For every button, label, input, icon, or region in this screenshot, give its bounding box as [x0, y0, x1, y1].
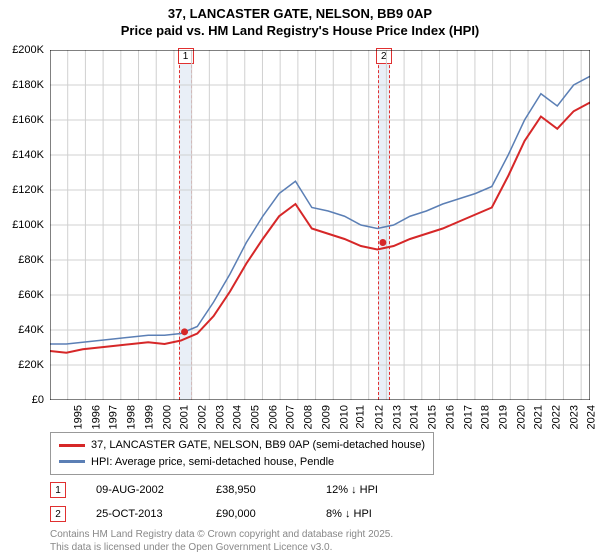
- x-tick-label: 2012: [373, 405, 385, 429]
- y-tick-label: £80K: [18, 254, 44, 266]
- x-tick-label: 2020: [515, 405, 527, 429]
- series-price_paid: [50, 103, 590, 353]
- legend-swatch-2: [59, 460, 85, 463]
- x-tick-label: 1996: [90, 405, 102, 429]
- sale-point: [379, 239, 386, 246]
- sale-delta-1: 12% ↓ HPI: [326, 484, 378, 496]
- y-tick-label: £20K: [18, 359, 44, 371]
- sale-marker-2: 2: [50, 506, 66, 522]
- x-tick-label: 2019: [497, 405, 509, 429]
- footer: Contains HM Land Registry data © Crown c…: [50, 528, 393, 554]
- footer-line1: Contains HM Land Registry data © Crown c…: [50, 529, 393, 540]
- x-tick-label: 2017: [462, 405, 474, 429]
- x-tick-label: 2018: [480, 405, 492, 429]
- x-tick-label: 2010: [338, 405, 350, 429]
- y-tick-label: £140K: [12, 149, 44, 161]
- y-tick-label: £200K: [12, 44, 44, 56]
- sale-delta-2: 8% ↓ HPI: [326, 508, 372, 520]
- x-tick-label: 2004: [232, 405, 244, 429]
- x-tick-label: 2011: [355, 405, 367, 429]
- y-tick-label: £60K: [18, 289, 44, 301]
- x-tick-label: 2024: [586, 405, 598, 429]
- x-tick-label: 2006: [267, 405, 279, 429]
- footer-line2: This data is licensed under the Open Gov…: [50, 542, 332, 553]
- legend-swatch-1: [59, 444, 85, 447]
- line-chart: [50, 50, 590, 400]
- y-tick-label: £0: [32, 394, 44, 406]
- x-tick-label: 1995: [72, 405, 84, 429]
- series-hpi: [50, 76, 590, 344]
- chart-area: £0£20K£40K£60K£80K£100K£120K£140K£160K£1…: [50, 50, 590, 400]
- x-tick-label: 2001: [179, 405, 191, 429]
- x-tick-label: 2002: [196, 405, 208, 429]
- x-tick-label: 2013: [391, 405, 403, 429]
- x-tick-label: 2003: [214, 405, 226, 429]
- legend-label-2: HPI: Average price, semi-detached house,…: [91, 454, 334, 471]
- sale-marker-1: 1: [50, 482, 66, 498]
- x-tick-label: 2022: [551, 405, 563, 429]
- x-tick-label: 2009: [320, 405, 332, 429]
- x-tick-label: 2015: [427, 405, 439, 429]
- y-tick-label: £160K: [12, 114, 44, 126]
- title-line2: Price paid vs. HM Land Registry's House …: [121, 23, 480, 38]
- sale-point: [181, 328, 188, 335]
- x-tick-label: 2008: [303, 405, 315, 429]
- title-line1: 37, LANCASTER GATE, NELSON, BB9 0AP: [168, 6, 432, 21]
- x-tick-label: 2005: [250, 405, 262, 429]
- sale-date-2: 25-OCT-2013: [96, 508, 186, 520]
- legend-label-1: 37, LANCASTER GATE, NELSON, BB9 0AP (sem…: [91, 437, 425, 454]
- x-tick-label: 2023: [568, 405, 580, 429]
- y-tick-label: £120K: [12, 184, 44, 196]
- sale-price-2: £90,000: [216, 508, 296, 520]
- sale-price-1: £38,950: [216, 484, 296, 496]
- y-tick-label: £100K: [12, 219, 44, 231]
- x-tick-label: 1997: [108, 405, 120, 429]
- x-tick-label: 1999: [143, 405, 155, 429]
- x-tick-label: 2016: [444, 405, 456, 429]
- x-tick-label: 2014: [409, 405, 421, 429]
- chart-title: 37, LANCASTER GATE, NELSON, BB9 0AP Pric…: [0, 0, 600, 40]
- y-tick-label: £40K: [18, 324, 44, 336]
- sale-row-1: 1 09-AUG-2002 £38,950 12% ↓ HPI: [50, 482, 378, 498]
- sale-row-2: 2 25-OCT-2013 £90,000 8% ↓ HPI: [50, 506, 372, 522]
- x-tick-label: 2021: [533, 405, 545, 429]
- legend-row-1: 37, LANCASTER GATE, NELSON, BB9 0AP (sem…: [59, 437, 425, 454]
- legend: 37, LANCASTER GATE, NELSON, BB9 0AP (sem…: [50, 432, 434, 475]
- x-tick-label: 2000: [161, 405, 173, 429]
- sale-date-1: 09-AUG-2002: [96, 484, 186, 496]
- legend-row-2: HPI: Average price, semi-detached house,…: [59, 454, 425, 471]
- y-tick-label: £180K: [12, 79, 44, 91]
- x-tick-label: 2007: [285, 405, 297, 429]
- x-tick-label: 1998: [126, 405, 138, 429]
